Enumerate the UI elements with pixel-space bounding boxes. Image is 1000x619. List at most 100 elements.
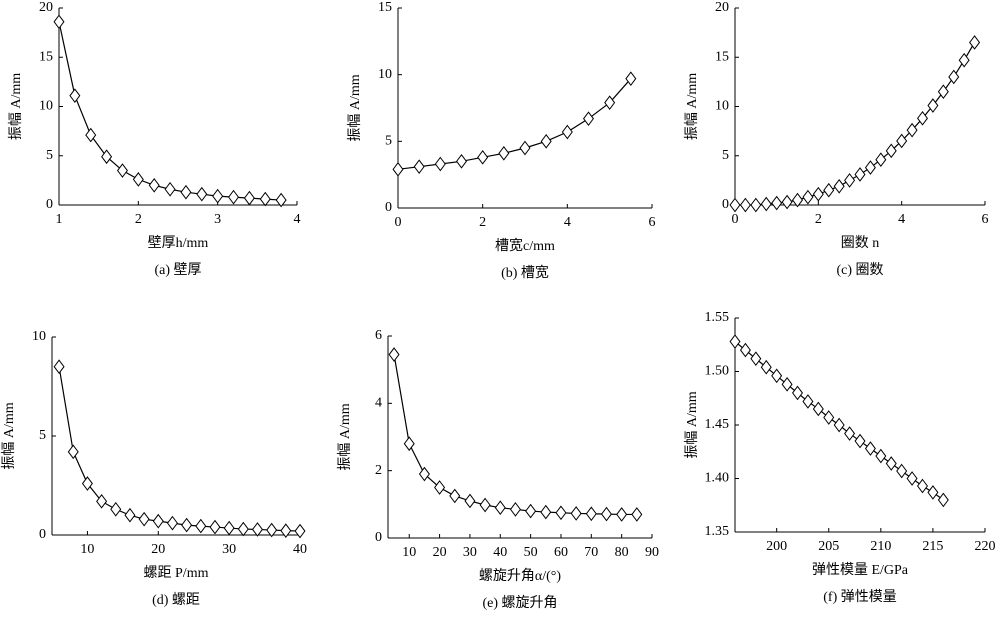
y-tick-label: 0 (722, 197, 729, 212)
x-tick-label: 2 (815, 212, 822, 227)
data-marker (69, 88, 81, 103)
caption: (a) 壁厚 (154, 262, 201, 278)
data-marker (195, 518, 207, 534)
data-marker (570, 506, 582, 521)
y-tick-label: 20 (39, 0, 53, 15)
y-tick-label: 0 (46, 197, 53, 212)
y-tick-label: 5 (46, 148, 53, 163)
data-marker (631, 507, 643, 522)
data-marker (280, 523, 292, 538)
x-tick-label: 80 (615, 545, 629, 560)
data-marker (600, 506, 612, 522)
data-marker (196, 186, 208, 202)
data-marker (854, 433, 866, 449)
data-marker (434, 480, 446, 495)
data-marker (180, 184, 192, 200)
data-marker (739, 342, 751, 358)
data-marker (418, 466, 430, 482)
y-axis-label: 振幅 A/mm (8, 73, 24, 140)
data-marker (625, 71, 637, 87)
data-marker (388, 347, 400, 362)
caption: (e) 螺旋升角 (482, 595, 557, 611)
data-marker (729, 334, 741, 349)
x-tick-label: 70 (584, 545, 598, 560)
x-axis-label: 壁厚h/mm (148, 235, 209, 251)
data-marker (67, 444, 79, 460)
data-marker (771, 368, 783, 384)
data-marker (464, 493, 476, 509)
data-marker (81, 476, 93, 491)
data-marker (812, 186, 824, 202)
caption: (d) 螺距 (152, 592, 200, 608)
y-tick-label: 15 (39, 49, 53, 64)
x-tick-label: 2 (135, 212, 142, 227)
data-marker (781, 194, 793, 210)
data-marker (906, 122, 918, 138)
y-tick-label: 1.40 (705, 471, 730, 486)
data-marker (885, 143, 897, 159)
x-tick-label: 210 (870, 539, 891, 554)
data-marker (604, 95, 616, 111)
y-axis-label: 振幅 A/mm (337, 403, 353, 470)
data-marker (498, 145, 510, 161)
x-axis-label: 螺距 P/mm (144, 565, 209, 581)
data-marker (509, 502, 521, 517)
x-tick-label: 0 (395, 215, 402, 230)
data-marker (116, 163, 128, 178)
x-tick-label: 4 (294, 212, 301, 227)
data-marker (844, 173, 856, 188)
data-marker (823, 410, 835, 425)
data-marker (479, 497, 491, 513)
data-marker (823, 182, 835, 198)
data-marker (101, 149, 113, 165)
x-tick-label: 1 (56, 212, 63, 227)
data-marker (750, 351, 762, 366)
data-marker (456, 153, 467, 169)
data-marker (259, 191, 271, 207)
y-tick-label: 1.55 (705, 310, 730, 325)
data-marker (896, 463, 908, 479)
x-tick-label: 6 (982, 212, 989, 227)
data-line (58, 21, 282, 201)
data-marker (132, 172, 144, 187)
data-marker (875, 152, 887, 168)
data-marker (540, 133, 552, 149)
data-marker (616, 507, 628, 522)
data-marker (53, 14, 65, 30)
data-marker (792, 192, 803, 208)
y-tick-label: 10 (715, 99, 729, 114)
data-marker (729, 197, 741, 213)
x-tick-label: 0 (732, 212, 739, 227)
data-line (393, 354, 637, 516)
data-marker (124, 507, 136, 523)
data-marker (449, 488, 461, 504)
y-tick-label: 10 (378, 67, 392, 82)
x-axis-label: 槽宽c/mm (495, 237, 555, 254)
data-marker (561, 124, 573, 140)
data-line (397, 78, 632, 170)
x-tick-label: 10 (80, 542, 94, 557)
y-tick-label: 0 (39, 527, 46, 542)
data-marker (223, 520, 235, 536)
y-tick-label: 6 (375, 328, 382, 343)
data-marker (519, 140, 531, 156)
data-marker (927, 485, 939, 500)
data-marker (237, 521, 249, 537)
x-tick-label: 205 (818, 539, 839, 554)
data-marker (958, 52, 970, 68)
data-marker (85, 127, 97, 143)
y-tick-label: 5 (722, 148, 729, 163)
data-marker (494, 500, 506, 516)
y-tick-label: 20 (715, 0, 729, 15)
data-marker (844, 426, 856, 441)
data-marker (917, 110, 928, 126)
y-tick-label: 1.45 (705, 417, 730, 432)
data-marker (802, 394, 814, 409)
data-marker (906, 471, 918, 486)
x-axis-label: 弹性模量 E/GPa (812, 562, 909, 578)
data-marker (392, 161, 404, 177)
x-tick-label: 50 (524, 545, 538, 560)
data-marker (152, 513, 164, 529)
data-marker (585, 506, 597, 522)
